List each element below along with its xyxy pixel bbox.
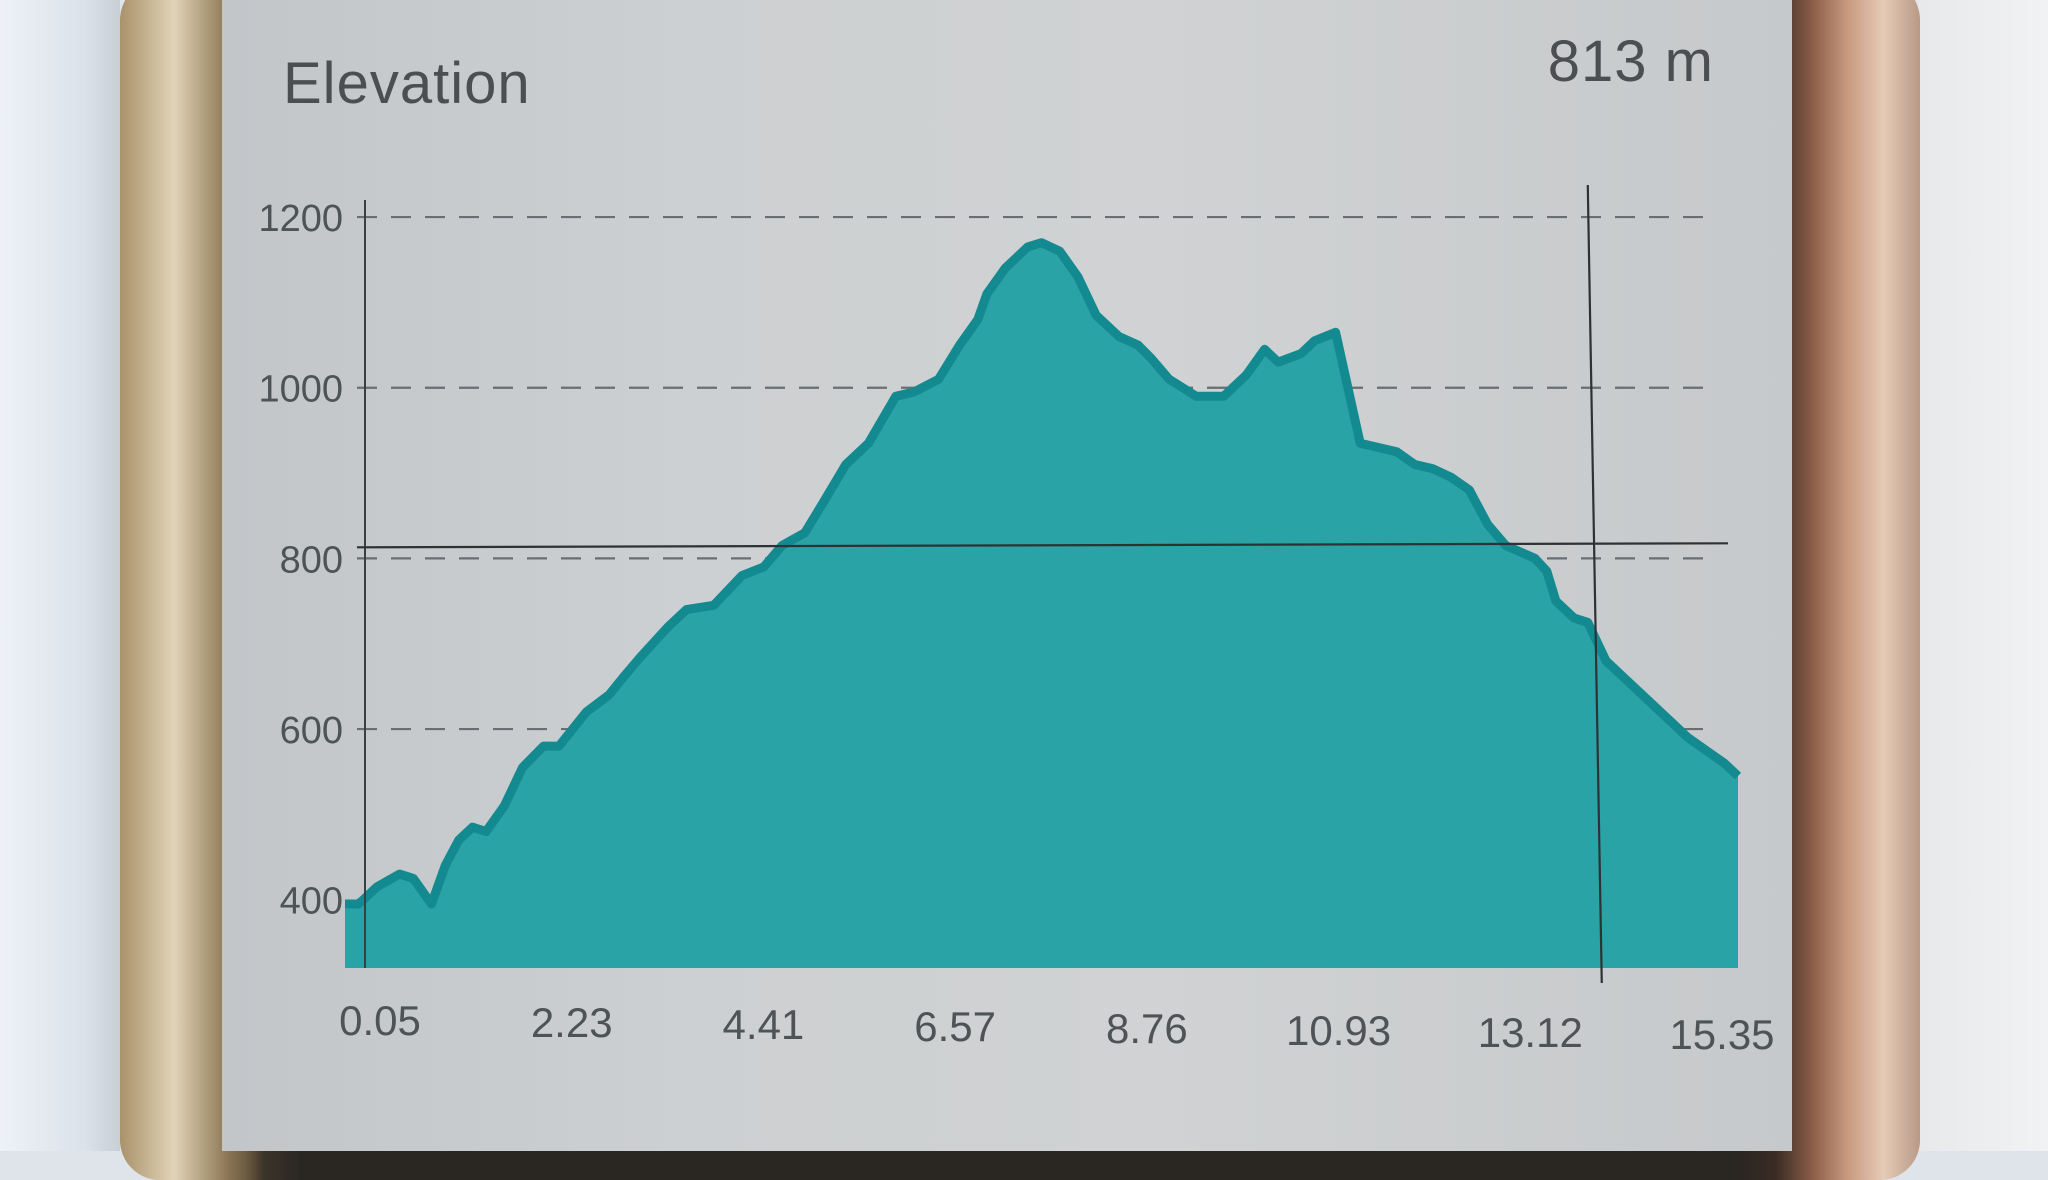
y-tick-label: 1000 xyxy=(258,369,343,411)
crosshair xyxy=(356,184,1729,984)
chart-title: Elevation xyxy=(283,51,531,116)
x-tick-label: 13.12 xyxy=(1478,1009,1583,1056)
background-right xyxy=(1918,0,2048,1151)
x-tick-label: 10.93 xyxy=(1286,1007,1391,1054)
y-tick-labels: 1200 1000 800 600 400 xyxy=(258,198,343,923)
x-tick-label: 0.05 xyxy=(339,997,421,1044)
elevation-chart[interactable]: 1200 1000 800 600 400 0.05 2.23 4.41 6.57 8.76 10… xyxy=(0,0,2048,1151)
x-tick-label: 6.57 xyxy=(914,1003,996,1050)
y-tick-label: 800 xyxy=(280,539,343,581)
y-tick-label: 400 xyxy=(280,881,343,923)
crosshair-horizontal xyxy=(356,542,1729,549)
x-tick-label: 4.41 xyxy=(723,1001,805,1048)
current-elevation-value: 813 m xyxy=(1547,29,1714,94)
crosshair-vertical xyxy=(1586,184,1603,984)
y-tick-label: 1200 xyxy=(258,198,343,240)
x-tick-labels: 0.05 2.23 4.41 6.57 8.76 10.93 13.12 15.35 xyxy=(339,997,1774,1058)
elevation-area xyxy=(345,242,1738,968)
y-tick-label: 600 xyxy=(280,710,343,752)
elevation-line xyxy=(345,238,1742,909)
x-tick-label: 15.35 xyxy=(1669,1011,1774,1058)
background-left xyxy=(0,0,120,1151)
x-tick-label: 8.76 xyxy=(1106,1005,1188,1052)
x-tick-label: 2.23 xyxy=(531,999,613,1046)
